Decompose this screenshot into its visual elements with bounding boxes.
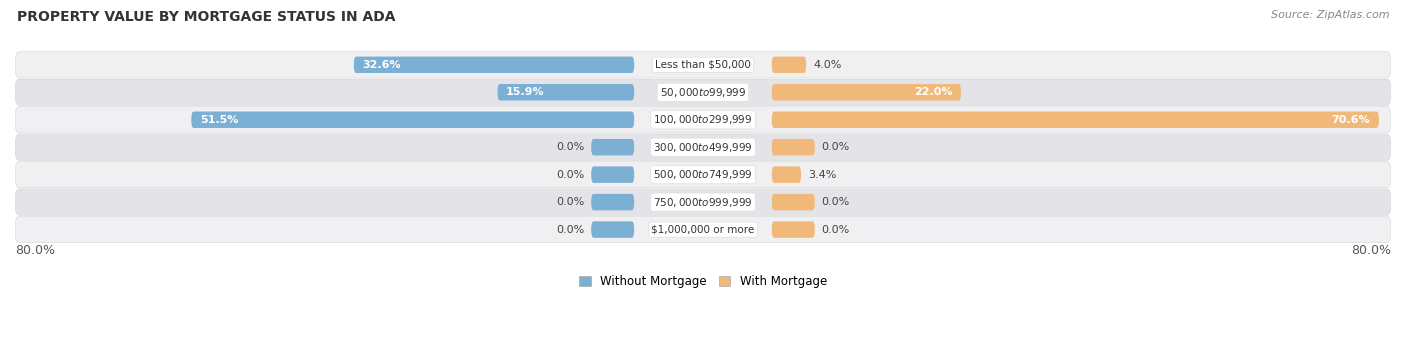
- Text: $1,000,000 or more: $1,000,000 or more: [651, 224, 755, 235]
- FancyBboxPatch shape: [772, 194, 815, 210]
- Text: 0.0%: 0.0%: [555, 224, 585, 235]
- FancyBboxPatch shape: [772, 56, 806, 73]
- Text: 0.0%: 0.0%: [555, 170, 585, 180]
- FancyBboxPatch shape: [591, 166, 634, 183]
- Text: 0.0%: 0.0%: [821, 197, 851, 207]
- FancyBboxPatch shape: [15, 79, 1391, 105]
- FancyBboxPatch shape: [772, 112, 1379, 128]
- Text: 70.6%: 70.6%: [1331, 115, 1371, 125]
- Text: 3.4%: 3.4%: [808, 170, 837, 180]
- Text: $300,000 to $499,999: $300,000 to $499,999: [654, 141, 752, 154]
- Text: 22.0%: 22.0%: [914, 87, 952, 97]
- Text: $500,000 to $749,999: $500,000 to $749,999: [654, 168, 752, 181]
- Text: 80.0%: 80.0%: [15, 244, 55, 257]
- Text: Less than $50,000: Less than $50,000: [655, 60, 751, 70]
- Text: 15.9%: 15.9%: [506, 87, 544, 97]
- Text: 0.0%: 0.0%: [821, 224, 851, 235]
- FancyBboxPatch shape: [772, 221, 815, 238]
- Text: 4.0%: 4.0%: [813, 60, 841, 70]
- FancyBboxPatch shape: [498, 84, 634, 101]
- Text: 0.0%: 0.0%: [821, 142, 851, 152]
- FancyBboxPatch shape: [772, 139, 815, 155]
- Text: $50,000 to $99,999: $50,000 to $99,999: [659, 86, 747, 99]
- FancyBboxPatch shape: [772, 166, 801, 183]
- Text: Source: ZipAtlas.com: Source: ZipAtlas.com: [1271, 10, 1389, 20]
- FancyBboxPatch shape: [15, 52, 1391, 78]
- FancyBboxPatch shape: [15, 216, 1391, 243]
- Text: 0.0%: 0.0%: [555, 142, 585, 152]
- Text: 32.6%: 32.6%: [363, 60, 401, 70]
- Legend: Without Mortgage, With Mortgage: Without Mortgage, With Mortgage: [574, 270, 832, 293]
- FancyBboxPatch shape: [591, 194, 634, 210]
- Text: 0.0%: 0.0%: [555, 197, 585, 207]
- Text: $750,000 to $999,999: $750,000 to $999,999: [654, 195, 752, 209]
- Text: 80.0%: 80.0%: [1351, 244, 1391, 257]
- Text: $100,000 to $299,999: $100,000 to $299,999: [654, 113, 752, 126]
- FancyBboxPatch shape: [591, 139, 634, 155]
- FancyBboxPatch shape: [591, 221, 634, 238]
- FancyBboxPatch shape: [15, 162, 1391, 188]
- FancyBboxPatch shape: [15, 189, 1391, 215]
- FancyBboxPatch shape: [354, 56, 634, 73]
- Text: PROPERTY VALUE BY MORTGAGE STATUS IN ADA: PROPERTY VALUE BY MORTGAGE STATUS IN ADA: [17, 10, 395, 24]
- FancyBboxPatch shape: [15, 106, 1391, 133]
- FancyBboxPatch shape: [191, 112, 634, 128]
- Text: 51.5%: 51.5%: [200, 115, 238, 125]
- FancyBboxPatch shape: [772, 84, 960, 101]
- FancyBboxPatch shape: [15, 134, 1391, 160]
